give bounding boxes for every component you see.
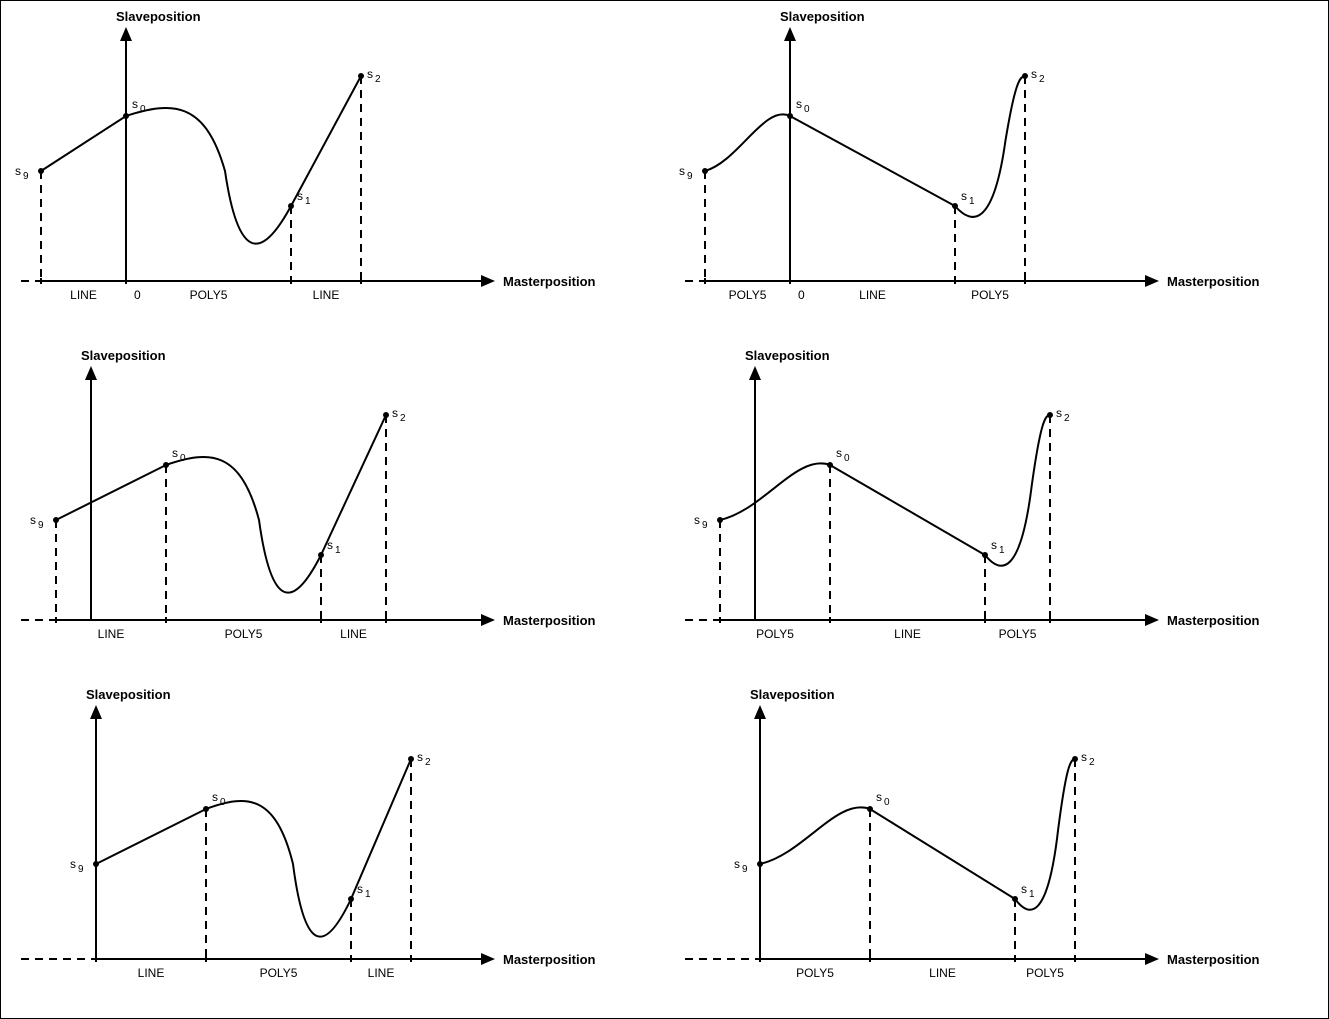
svg-text:POLY5: POLY5	[971, 288, 1009, 302]
svg-text:s0: s0	[876, 790, 890, 808]
svg-text:s1: s1	[1021, 882, 1035, 900]
svg-text:s9: s9	[734, 857, 748, 875]
svg-text:0: 0	[798, 288, 805, 302]
panel-2: Masterposition POLY5 LINE POLY5 0 Slavepositi…	[665, 1, 1329, 340]
svg-text:LINE: LINE	[859, 288, 886, 302]
svg-text:LINE: LINE	[894, 627, 921, 641]
panel-6: Masterposition POLY5 LINE POLY5 Slavepositio…	[665, 679, 1329, 1018]
svg-text:s2: s2	[417, 750, 431, 768]
svg-text:s2: s2	[392, 406, 406, 424]
svg-text:LINE: LINE	[368, 966, 395, 980]
svg-text:Slaveposition: Slaveposition	[745, 348, 830, 363]
svg-text:s2: s2	[1031, 67, 1045, 85]
svg-text:Masterposition: Masterposition	[503, 613, 596, 628]
svg-text:Masterposition: Masterposition	[1167, 952, 1260, 967]
svg-text:POLY5: POLY5	[190, 288, 228, 302]
svg-text:s9: s9	[30, 513, 44, 531]
svg-text:POLY5: POLY5	[796, 966, 834, 980]
panel-5: Masterposition LINE POLY5 LINE Slaveposition…	[1, 679, 665, 1018]
svg-text:s2: s2	[1081, 750, 1095, 768]
svg-text:Slaveposition: Slaveposition	[750, 687, 835, 702]
svg-text:LINE: LINE	[313, 288, 340, 302]
svg-text:Slaveposition: Slaveposition	[116, 9, 201, 24]
svg-text:s9: s9	[15, 164, 29, 182]
svg-text:s0: s0	[836, 446, 850, 464]
svg-text:POLY5: POLY5	[225, 627, 263, 641]
svg-text:Masterposition: Masterposition	[1167, 613, 1260, 628]
panel-1: Masterposition LINE POLY5 LINE 0 Slavepositio…	[1, 1, 665, 340]
svg-text:s9: s9	[70, 857, 84, 875]
svg-text:Masterposition: Masterposition	[1167, 274, 1260, 289]
svg-text:POLY5: POLY5	[728, 288, 766, 302]
svg-text:s1: s1	[961, 189, 975, 207]
svg-text:s9: s9	[694, 513, 708, 531]
svg-text:POLY5: POLY5	[1026, 966, 1064, 980]
svg-text:POLY5: POLY5	[998, 627, 1036, 641]
svg-text:s1: s1	[327, 538, 341, 556]
diagram-container: Masterposition LINE POLY5 LINE 0 Slavepositio…	[0, 0, 1329, 1019]
svg-text:LINE: LINE	[929, 966, 956, 980]
svg-text:Slaveposition: Slaveposition	[86, 687, 171, 702]
diagram-grid: Masterposition LINE POLY5 LINE 0 Slavepositio…	[1, 1, 1328, 1018]
panel-3: Masterposition LINE POLY5 LINE Slaveposition…	[1, 340, 665, 679]
svg-text:s1: s1	[297, 189, 311, 207]
svg-text:POLY5: POLY5	[756, 627, 794, 641]
svg-text:s0: s0	[796, 97, 810, 115]
svg-text:POLY5: POLY5	[260, 966, 298, 980]
svg-text:Slaveposition: Slaveposition	[780, 9, 865, 24]
svg-text:Masterposition: Masterposition	[503, 274, 596, 289]
svg-text:Slaveposition: Slaveposition	[81, 348, 166, 363]
svg-text:LINE: LINE	[340, 627, 367, 641]
svg-text:s2: s2	[1056, 406, 1070, 424]
svg-text:s9: s9	[679, 164, 693, 182]
svg-text:s2: s2	[367, 67, 381, 85]
panel-4: Masterposition POLY5 LINE POLY5 Slavepositio…	[665, 340, 1329, 679]
svg-text:LINE: LINE	[138, 966, 165, 980]
svg-text:s1: s1	[991, 538, 1005, 556]
svg-text:LINE: LINE	[70, 288, 97, 302]
svg-text:s1: s1	[357, 882, 371, 900]
svg-text:0: 0	[134, 288, 141, 302]
svg-text:LINE: LINE	[98, 627, 125, 641]
svg-text:Masterposition: Masterposition	[503, 952, 596, 967]
